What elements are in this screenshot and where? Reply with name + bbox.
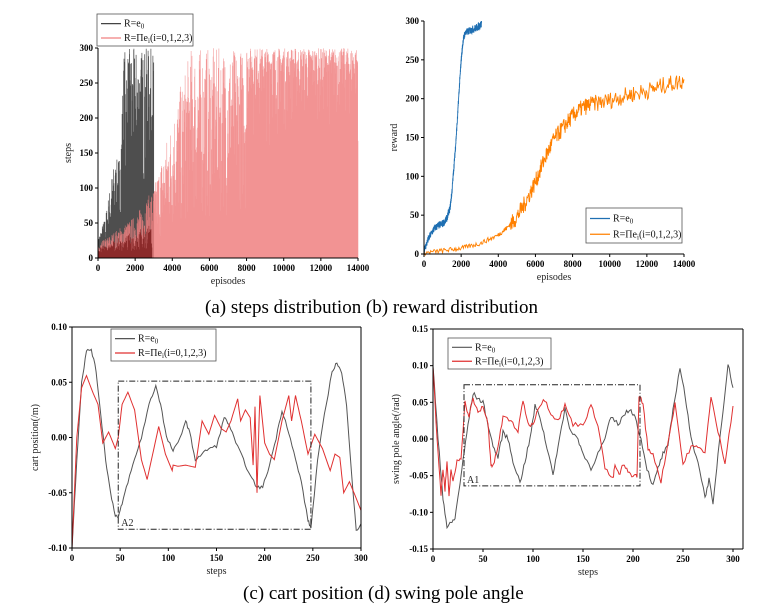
- x-tick-label: 4000: [163, 263, 182, 273]
- x-tick-label: 100: [162, 553, 176, 563]
- x-tick-label: 250: [676, 554, 690, 564]
- y-tick-label: -0.05: [48, 488, 67, 498]
- y-tick-label: 0.05: [412, 397, 428, 407]
- x-tick-label: 50: [116, 553, 126, 563]
- series-c-0: [71, 348, 362, 549]
- annotation-label-a2: A2: [121, 518, 133, 529]
- series-b-0: [423, 20, 483, 254]
- y-tick-label: 200: [80, 113, 94, 123]
- y-tick-label: 300: [80, 43, 94, 53]
- y-tick-label: 0.05: [51, 377, 67, 387]
- legend-label: R=e0: [613, 214, 634, 226]
- x-tick-label: 8000: [564, 259, 583, 269]
- caption-top: (a) steps distribution (b) reward distri…: [205, 297, 538, 318]
- x-tick-label: 100: [526, 554, 540, 564]
- x-tick-label: 150: [576, 554, 590, 564]
- y-tick-label: 0: [415, 249, 420, 259]
- x-tick-label: 12000: [636, 259, 659, 269]
- x-tick-label: 300: [354, 553, 368, 563]
- y-tick-label: -0.10: [409, 507, 428, 517]
- series-b-1: [423, 75, 685, 256]
- x-tick-label: 0: [96, 263, 101, 273]
- series-c-1: [71, 374, 362, 549]
- y-tick-label: 100: [80, 183, 94, 193]
- chart-panel-b: 0 50 100 150 200 250 300 0 2000 4000 6000 8000 10000…: [389, 16, 696, 283]
- y-tick-label: 0.00: [51, 433, 67, 443]
- chart-panel-d: A1 -0.15 -0.10 -0.05 0.00 0.05 0.10 0.15 0 50 100 1…: [391, 324, 744, 578]
- y-tick-label: 300: [406, 16, 420, 26]
- x-tick-label: 10000: [598, 259, 621, 269]
- y-tick-label: 0.10: [412, 361, 428, 371]
- legend-d: [447, 337, 552, 370]
- legend-a: [96, 13, 194, 47]
- legend-c: [110, 328, 217, 362]
- x-tick-label: 250: [306, 553, 320, 563]
- x-tick-label: 2000: [452, 259, 471, 269]
- x-tick-label: 200: [626, 554, 640, 564]
- legend-label: R=Πei(i=0,1,2,3): [138, 348, 207, 360]
- legend-label: R=e0: [138, 334, 159, 346]
- caption-bottom: (c) cart position (d) swing pole angle: [243, 583, 524, 604]
- y-tick-label: -0.05: [409, 471, 428, 481]
- x-tick-label: 12000: [310, 263, 333, 273]
- y-tick-label: 150: [406, 133, 420, 143]
- x-tick-label: 200: [258, 553, 272, 563]
- x-tick-label: 14000: [673, 259, 696, 269]
- y-tick-label: 250: [406, 55, 420, 65]
- y-axis-label-b: reward: [389, 124, 400, 152]
- x-tick-label: 0: [422, 259, 427, 269]
- y-tick-label: 50: [410, 210, 420, 220]
- x-tick-label: 14000: [347, 263, 370, 273]
- legend-label: R=Πei(i=0,1,2,3): [124, 33, 193, 45]
- legend-label: R=Πei(i=0,1,2,3): [613, 229, 682, 241]
- x-tick-label: 50: [479, 554, 489, 564]
- y-axis-label-a: steps: [63, 143, 74, 163]
- y-axis-label-d: swing pole angle(/rad): [391, 394, 402, 484]
- x-tick-label: 0: [431, 554, 436, 564]
- x-axis-label-d: steps: [578, 567, 598, 578]
- x-tick-label: 4000: [489, 259, 508, 269]
- y-tick-label: 0: [89, 253, 94, 263]
- y-tick-label: 100: [406, 171, 420, 181]
- annotation-label-a1: A1: [467, 475, 479, 486]
- x-tick-label: 8000: [238, 263, 257, 273]
- y-tick-label: 0.00: [412, 434, 428, 444]
- y-tick-label: -0.15: [409, 544, 428, 554]
- y-tick-label: 50: [84, 218, 94, 228]
- chart-panel-c: A2 -0.10 -0.05 0.00 0.05 0.10 0 50 100 150 200 250 3…: [30, 322, 368, 577]
- chart-panel-a: 0 50 100 150 200 250 300 0 2000 4000 6000 8000 10000…: [63, 13, 370, 287]
- y-tick-label: 0.10: [51, 322, 67, 332]
- x-tick-label: 10000: [272, 263, 295, 273]
- x-tick-label: 6000: [200, 263, 219, 273]
- y-tick-label: 0.15: [412, 324, 428, 334]
- y-tick-label: -0.10: [48, 543, 67, 553]
- x-tick-label: 150: [210, 553, 224, 563]
- y-tick-label: 250: [80, 78, 94, 88]
- y-tick-label: 200: [406, 94, 420, 104]
- y-tick-label: 150: [80, 148, 94, 158]
- annotation-box-a2: [117, 380, 312, 530]
- series-d-0: [432, 364, 734, 530]
- x-axis-label-c: steps: [207, 566, 227, 577]
- y-axis-label-c: cart position(/m): [30, 404, 41, 471]
- x-axis-label-b: episodes: [537, 272, 572, 283]
- legend-label: R=e0: [475, 342, 496, 354]
- legend-b: [585, 207, 683, 244]
- annotation-box-a1: [463, 384, 641, 487]
- x-axis-label-a: episodes: [211, 276, 246, 287]
- x-tick-label: 300: [726, 554, 740, 564]
- legend-label: R=e0: [124, 19, 145, 31]
- x-tick-label: 6000: [526, 259, 545, 269]
- x-tick-label: 2000: [126, 263, 145, 273]
- series-d-1: [432, 366, 734, 497]
- x-tick-label: 0: [70, 553, 75, 563]
- legend-label: R=Πei(i=0,1,2,3): [475, 356, 544, 368]
